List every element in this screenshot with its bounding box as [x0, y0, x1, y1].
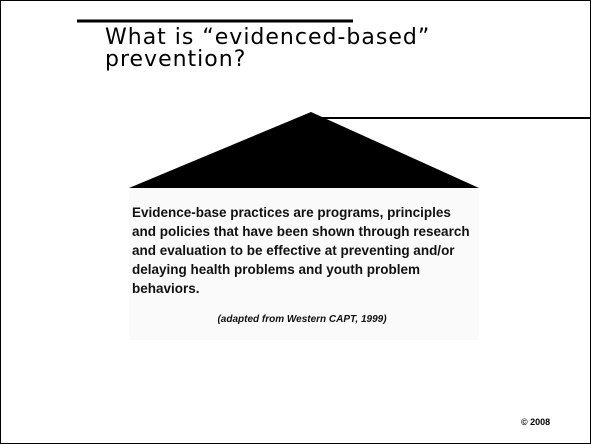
title: What is “evidenced-based” prevention?	[105, 25, 431, 72]
body-text: Evidence-base practices are programs, pr…	[132, 205, 470, 296]
footer: © 2008	[521, 417, 551, 427]
text-box	[129, 188, 479, 340]
citation: (adapted from Western CAPT, 1999)	[217, 314, 387, 325]
roof	[129, 112, 479, 188]
